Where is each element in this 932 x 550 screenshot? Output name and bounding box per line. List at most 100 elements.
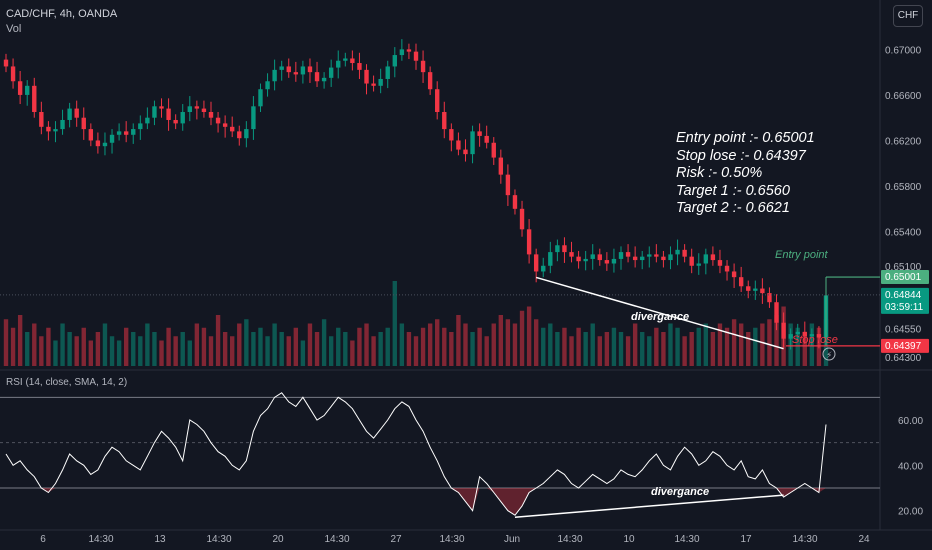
candle-body bbox=[88, 129, 94, 141]
candle-body bbox=[53, 129, 58, 132]
volume-bar bbox=[307, 323, 313, 366]
volume-bar bbox=[427, 323, 433, 366]
candle-body bbox=[131, 129, 136, 135]
volume-bar bbox=[152, 332, 157, 366]
volume-bar bbox=[293, 327, 299, 366]
trade-notes: Entry point :- 0.65001 Stop lose :- 0.64… bbox=[676, 130, 815, 218]
volume-bar bbox=[505, 319, 511, 366]
candle-body bbox=[46, 126, 51, 132]
candle-body bbox=[604, 260, 610, 264]
volume-bar bbox=[187, 340, 192, 366]
volume-bar bbox=[470, 332, 475, 366]
volume-bar bbox=[321, 319, 327, 366]
candle-body bbox=[583, 258, 588, 262]
volume-bar bbox=[145, 323, 150, 366]
volume-bar bbox=[39, 336, 44, 366]
candle-body bbox=[569, 252, 574, 257]
time-tick-label-12: 17 bbox=[740, 534, 752, 545]
rsi-tick-label-2: 20.00 bbox=[898, 507, 923, 518]
candle-body bbox=[272, 69, 277, 82]
volume-bar bbox=[774, 315, 779, 366]
candle-body bbox=[201, 108, 207, 113]
volume-bar bbox=[477, 327, 482, 366]
candle-body bbox=[60, 119, 65, 130]
volume-bar bbox=[95, 332, 101, 366]
volume-bar bbox=[618, 332, 624, 366]
volume-bar bbox=[74, 336, 79, 366]
volume-bar bbox=[25, 332, 30, 366]
volume-bar bbox=[123, 327, 129, 366]
candle-body bbox=[116, 131, 122, 135]
candle-body bbox=[385, 66, 390, 79]
volume-bar bbox=[17, 315, 23, 366]
volume-bar bbox=[555, 332, 560, 366]
candle-body bbox=[809, 334, 815, 337]
volume-bar bbox=[3, 319, 9, 366]
volume-bar bbox=[590, 323, 595, 366]
volume-bar bbox=[597, 336, 602, 366]
candle-body bbox=[470, 131, 475, 155]
candle-body bbox=[625, 252, 631, 257]
candle-body bbox=[321, 77, 327, 82]
rsi-tick-label-1: 40.00 bbox=[898, 461, 923, 472]
stop-lose-annotation: Stop lose bbox=[792, 334, 838, 346]
candle-body bbox=[39, 112, 44, 127]
time-tick-label-5: 14:30 bbox=[324, 534, 349, 545]
candle-body bbox=[427, 72, 433, 90]
volume-bar bbox=[53, 340, 58, 366]
price-divergence-line bbox=[535, 276, 784, 350]
volume-bar bbox=[116, 340, 122, 366]
candle-body bbox=[632, 256, 638, 261]
alert-lightning-glyph: ⚡ bbox=[826, 351, 832, 361]
candle-body bbox=[314, 72, 320, 82]
current-price-badge-text-1: 03:59:11 bbox=[885, 302, 924, 313]
volume-bar bbox=[46, 327, 51, 366]
time-tick-label-7: 14:30 bbox=[439, 534, 464, 545]
note-risk: Risk :- 0.50% bbox=[676, 165, 763, 181]
candle-body bbox=[463, 149, 468, 155]
volume-bar bbox=[724, 327, 730, 366]
time-tick-label-2: 13 bbox=[154, 534, 166, 545]
volume-bar bbox=[682, 336, 687, 366]
candle-body bbox=[802, 331, 807, 337]
volume-bar bbox=[180, 332, 185, 366]
candle-body bbox=[399, 49, 405, 56]
volume-bar bbox=[456, 315, 461, 366]
candle-body bbox=[237, 131, 242, 139]
candle-body bbox=[449, 129, 454, 141]
volume-bar bbox=[258, 327, 263, 366]
candle-body bbox=[484, 135, 489, 143]
volume-bar bbox=[392, 281, 397, 366]
symbol-title[interactable]: CAD/CHF, 4h, OANDA bbox=[6, 8, 118, 20]
candle-body bbox=[541, 265, 546, 272]
candle-body bbox=[152, 106, 157, 118]
time-tick-label-4: 20 bbox=[272, 534, 284, 545]
volume-bar bbox=[215, 315, 221, 366]
volume-bar bbox=[230, 336, 235, 366]
candle-body bbox=[420, 60, 426, 73]
candle-body bbox=[611, 258, 617, 264]
volume-bar bbox=[625, 336, 631, 366]
price-tick-label-4: 0.65400 bbox=[885, 228, 922, 239]
candle-body bbox=[371, 83, 376, 86]
candle-body bbox=[194, 106, 200, 109]
volume-bar bbox=[533, 319, 539, 366]
volume-bar bbox=[562, 327, 567, 366]
currency-button[interactable]: CHF bbox=[893, 5, 923, 27]
volume-bar bbox=[569, 336, 574, 366]
candle-body bbox=[187, 106, 192, 113]
volume-bar bbox=[279, 332, 284, 366]
volume-bar bbox=[647, 336, 652, 366]
candle-body bbox=[512, 195, 518, 209]
candle-body bbox=[696, 263, 701, 266]
volume-bar bbox=[442, 327, 447, 366]
volume-bar bbox=[675, 327, 680, 366]
price-divergence-annotation: divergance bbox=[631, 311, 690, 323]
rsi-label[interactable]: RSI (14, close, SMA, 14, 2) bbox=[6, 377, 128, 388]
current-price-badge-bg bbox=[881, 287, 929, 314]
volume-bar bbox=[300, 340, 306, 366]
candle-body bbox=[180, 112, 185, 124]
volume-bar bbox=[548, 323, 553, 366]
stop-price-badge-bg bbox=[881, 338, 929, 353]
